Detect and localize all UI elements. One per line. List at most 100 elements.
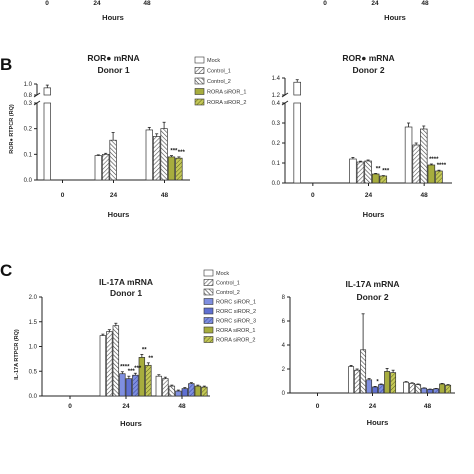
y-tick-label: 1.4 (272, 76, 281, 82)
x-tick-label: 48 (143, 0, 151, 7)
significance-label: ** (148, 356, 153, 362)
significance-label: ** (142, 347, 147, 353)
legend-label: RORA siROR_1 (207, 90, 246, 96)
bar-rorc-siror-3-24h (378, 384, 385, 394)
x-tick-label: 24 (369, 403, 377, 410)
bar-control-2-48h (160, 128, 168, 181)
x-tick-label: 48 (421, 0, 429, 7)
bar-control-1-48h (162, 378, 169, 397)
significance-label: *** (178, 150, 186, 156)
legend-swatch (203, 288, 214, 296)
legend-swatch (203, 298, 214, 305)
bar-rorc-siror-2-24h (372, 386, 379, 394)
bar-rorc-siror-2-48h (181, 388, 189, 397)
bar-control-2-24h (360, 349, 367, 394)
legend-swatch (194, 77, 205, 85)
x-axis-label: Hours (363, 210, 385, 219)
bar-mock-0h-lower (43, 102, 51, 181)
chart-ror-donor-2: 0.0 0.1 0.2 0.3 0.4 1.2 1.4 ROR● mRNA Donor 2 0 24… (272, 53, 452, 219)
y-axis-label: IL-17A RTPCR (RQ) (14, 329, 20, 380)
bar-rora-siror-1-24h (384, 371, 391, 394)
y-tick-label: 0.4 (272, 101, 281, 107)
bar-control-2-24h (364, 160, 372, 184)
x-axis-label: Hours (120, 419, 142, 428)
legend-swatch (194, 98, 205, 106)
legend-label: RORC siROR_2 (216, 309, 256, 315)
significance-label: **** (437, 163, 447, 169)
y-tick-label: 0.5 (29, 369, 38, 375)
bar-control-1-24h (356, 161, 365, 184)
legend-swatch (203, 307, 214, 315)
y-tick-label: 4 (282, 343, 286, 349)
bar-rorc-siror-1-24h (366, 379, 373, 394)
bar-control-1-48h (412, 144, 420, 184)
chart-title: IL-17A mRNA (346, 279, 400, 289)
y-tick-label: 0.3 (24, 101, 33, 107)
x-tick-label: 0 (316, 403, 320, 410)
y-tick-label: 0.0 (272, 181, 281, 187)
y-tick-label: 0.0 (29, 394, 38, 400)
x-tick-label: 0 (311, 192, 315, 199)
bar-rora-siror-2-48h (201, 386, 208, 397)
legend-swatch (194, 56, 205, 64)
significance-label: **** (120, 365, 130, 371)
panel-letter-b: B (0, 55, 12, 74)
bar-rorc-siror-3-24h (132, 374, 139, 397)
legend-label: RORA siROR_2 (216, 338, 255, 344)
chart-title: ROR● mRNA (342, 53, 394, 63)
x-axis-label: Hours (102, 13, 124, 22)
bar-control-1-24h (106, 331, 113, 397)
bar-control-1-48h (409, 383, 416, 394)
x-axis-label: Hours (108, 210, 130, 219)
x-tick-label: 0 (61, 192, 65, 199)
panel-letter-c: C (0, 261, 12, 280)
y-tick-label: 2.0 (29, 295, 38, 301)
x-axis-label: Hours (384, 13, 406, 22)
bar-mock-0h-upper (43, 87, 51, 96)
legend-label: RORA siROR_2 (207, 100, 246, 106)
chart-top-right: 0 24 48 Hours (323, 0, 429, 22)
bar-mock-24h (99, 335, 107, 397)
bar-rora-siror-1-48h (194, 385, 202, 397)
bar-rora-siror-2-48h (445, 384, 452, 394)
legend-label: Control_2 (216, 290, 240, 296)
chart-subtitle: Donor 2 (356, 292, 388, 302)
bar-mock-0h-upper (293, 81, 301, 96)
y-tick-label: 0.8 (24, 93, 33, 99)
chart-subtitle: Donor 1 (97, 65, 129, 75)
bar-rorc-siror-2-24h (125, 378, 133, 397)
legend-swatch (194, 67, 205, 74)
significance-label: ** (376, 166, 381, 172)
legend-label: Control_1 (216, 281, 240, 287)
bar-control-2-48h (168, 385, 176, 397)
bar-rora-siror-1-48h (427, 164, 436, 184)
bar-rora-siror-2-24h (390, 372, 397, 394)
significance-label: *** (382, 169, 390, 175)
bar-rorc-siror-1-24h (119, 373, 126, 397)
bar-rora-siror-2-24h (379, 175, 388, 184)
legend-label: RORC siROR_3 (216, 319, 256, 325)
x-tick-label: 24 (122, 403, 130, 410)
y-tick-label: 0.2 (24, 127, 33, 133)
chart-ror-donor-1: 0.0 0.1 0.2 0.3 0.8 1.0 ROR● mRNA Donor 1 ROR● R… (9, 53, 246, 219)
bar-rorc-siror-2-48h (427, 389, 434, 394)
chart-title: IL-17A mRNA (99, 277, 153, 287)
significance-label: *** (170, 149, 178, 155)
bar-rorc-siror-3-48h (433, 388, 440, 394)
y-tick-label: 0.3 (272, 121, 281, 127)
y-tick-label: 1.0 (24, 82, 33, 88)
y-axis-label: ROR● RTPCR (RQ) (9, 104, 15, 154)
bar-rora-siror-2-48h (435, 170, 443, 184)
legend-swatch (203, 326, 214, 334)
bar-control-1-48h (153, 136, 161, 181)
legend-label: RORC siROR_1 (216, 300, 256, 306)
bar-mock-24h (94, 155, 102, 181)
bar-mock-48h (145, 129, 153, 181)
bar-rorc-siror-1-48h (421, 387, 428, 394)
legend-swatch (203, 336, 214, 343)
x-tick-label: 24 (371, 0, 379, 7)
y-tick-label: 1.0 (29, 345, 38, 351)
